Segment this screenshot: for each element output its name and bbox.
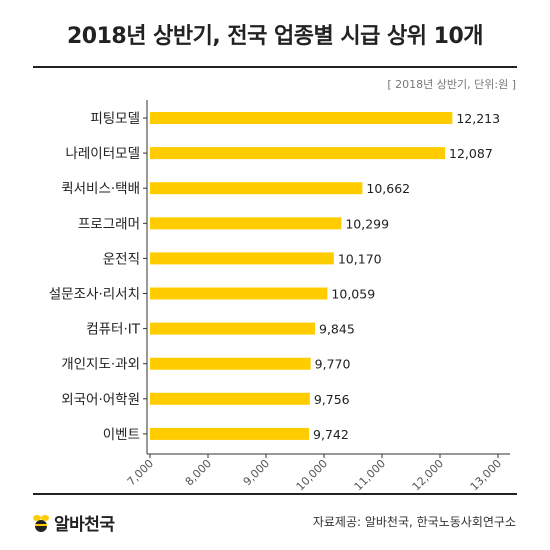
bottom-rule	[33, 493, 517, 495]
x-tick-label: 13,000	[468, 457, 504, 493]
value-label: 12,087	[449, 146, 493, 161]
bar	[150, 392, 310, 405]
category-label: 나레이터모델	[65, 146, 140, 162]
value-label: 10,299	[345, 216, 389, 231]
category-label: 컴퓨터·IT	[86, 322, 141, 338]
bar	[150, 322, 316, 335]
bar	[150, 287, 328, 300]
x-tick-label: 9,000	[241, 457, 272, 488]
value-label: 10,170	[338, 251, 382, 266]
bar-chart: 피팅모델 12,213 나레이터모델 12,087 퀵서비스·택배 10,662 프로그래머…	[49, 100, 510, 493]
value-label: 9,770	[315, 357, 351, 372]
bar	[150, 147, 446, 160]
category-label: 이벤트	[103, 427, 140, 443]
x-tick-label: 10,000	[294, 457, 330, 493]
x-tick-label: 12,000	[410, 457, 446, 493]
value-label: 10,662	[366, 181, 410, 196]
value-label: 9,845	[319, 322, 355, 337]
source-note: 자료제공: 알바천국, 한국노동사회연구소	[312, 515, 516, 529]
brand-logo: 알바천국	[30, 510, 115, 535]
bar	[150, 252, 334, 265]
bar	[150, 182, 363, 195]
value-label: 12,213	[456, 111, 500, 126]
value-label: 9,756	[314, 392, 350, 407]
unit-note: [ 2018년 상반기, 단위:원 ]	[387, 78, 516, 91]
bar	[150, 357, 311, 370]
category-label: 개인지도·과외	[61, 357, 140, 373]
category-label: 설문조사·리서치	[49, 287, 140, 303]
value-label: 9,742	[313, 427, 349, 442]
category-label: 운전직	[103, 251, 140, 267]
category-label: 프로그래머	[78, 216, 140, 232]
category-label: 외국어·어학원	[61, 392, 140, 408]
chart-title: 2018년 상반기, 전국 업종별 시급 상위 10개	[66, 24, 484, 49]
top-rule	[33, 66, 517, 68]
value-label: 10,059	[331, 287, 375, 302]
category-label: 피팅모델	[90, 111, 140, 127]
category-label: 퀵서비스·택배	[61, 181, 140, 197]
logo-text: 알바천국	[54, 515, 115, 535]
x-tick-label: 11,000	[352, 457, 388, 493]
bar	[150, 217, 342, 230]
bar	[150, 427, 310, 440]
bee-logo-icon	[33, 514, 49, 532]
bar	[150, 112, 453, 124]
x-tick-label: 7,000	[125, 457, 156, 488]
x-tick-label: 8,000	[183, 457, 214, 488]
